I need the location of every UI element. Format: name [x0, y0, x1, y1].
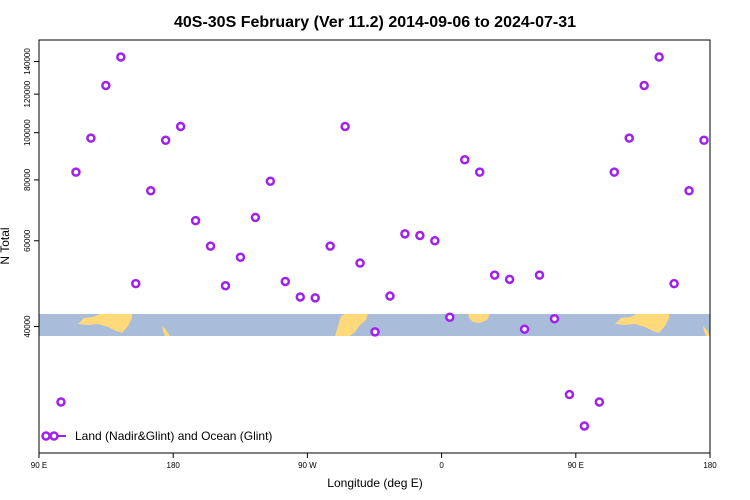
data-point — [699, 135, 709, 145]
data-point — [504, 274, 515, 285]
land-africa — [468, 314, 490, 323]
land-australia-1 — [78, 314, 132, 333]
data-point — [684, 186, 694, 196]
data-point — [459, 154, 470, 165]
data-point — [265, 176, 276, 186]
x-tick-label: 180 — [167, 461, 181, 470]
plot-frame — [38, 39, 711, 454]
world-map-strip — [39, 314, 710, 336]
land-new-zealand-1 — [162, 326, 170, 336]
y-tick-label: 140000 — [23, 48, 32, 75]
data-point — [280, 276, 291, 287]
land-south-america — [335, 314, 368, 336]
data-point — [145, 186, 156, 196]
data-point — [250, 212, 261, 223]
data-point — [594, 397, 605, 407]
data-point — [370, 327, 380, 337]
data-point — [71, 167, 81, 177]
legend-label: Land (Nadir&Glint) and Ocean (Glint) — [75, 429, 272, 443]
data-point — [340, 121, 350, 132]
data-point — [56, 397, 66, 407]
x-axis-label: Longitude (deg E) — [327, 476, 422, 490]
y-axis: 40000 60000 80000 100000 120000 140000 — [23, 48, 39, 338]
y-tick-label: 100000 — [23, 119, 32, 146]
x-tick-label: 90 W — [298, 461, 317, 470]
chart-title: 40S-30S February (Ver 11.2) 2014-09-06 t… — [174, 14, 576, 31]
legend: Land (Nadir&Glint) and Ocean (Glint) — [41, 429, 272, 443]
data-point — [131, 278, 141, 289]
y-axis-label: N Total — [0, 227, 12, 264]
data-point — [654, 52, 664, 62]
legend-marker-2 — [49, 431, 59, 441]
y-tick-label: 120000 — [23, 80, 32, 107]
data-point — [474, 167, 485, 177]
x-tick-label: 180 — [703, 461, 717, 470]
x-tick-label: 90 E — [31, 461, 47, 470]
ocean-band — [39, 314, 710, 336]
data-point — [534, 270, 545, 280]
data-point — [445, 312, 455, 322]
data-point — [430, 236, 440, 246]
data-point — [310, 293, 320, 303]
x-axis: 90 E 180 90 W 0 90 E 180 — [31, 453, 717, 470]
data-point — [355, 258, 365, 268]
data-point — [489, 270, 500, 280]
data-point — [86, 133, 96, 143]
data-point — [295, 292, 306, 302]
land-new-zealand-2 — [703, 326, 710, 336]
data-point — [325, 241, 335, 251]
data-point — [564, 389, 575, 400]
data-point — [205, 241, 216, 251]
x-tick-label: 0 — [439, 461, 444, 470]
y-tick-label: 80000 — [23, 168, 32, 191]
data-point — [235, 252, 246, 263]
data-point — [669, 278, 679, 289]
data-point — [175, 121, 186, 132]
x-tick-label: 90 E — [568, 461, 584, 470]
data-points — [56, 52, 709, 431]
data-point — [579, 421, 590, 431]
data-point — [639, 80, 649, 91]
data-point — [385, 291, 395, 301]
data-point — [624, 133, 634, 143]
data-point — [519, 324, 530, 334]
legend-marker-1 — [41, 431, 51, 441]
data-point — [609, 167, 620, 177]
data-point — [549, 313, 560, 324]
data-point — [116, 52, 126, 62]
land-australia-2 — [615, 314, 669, 333]
y-tick-label: 40000 — [23, 315, 32, 338]
y-tick-label: 60000 — [23, 229, 32, 252]
data-point — [220, 281, 231, 291]
data-point — [400, 229, 410, 239]
data-point — [101, 80, 111, 91]
data-point — [160, 135, 171, 145]
data-point — [415, 230, 425, 241]
data-point — [190, 215, 201, 226]
